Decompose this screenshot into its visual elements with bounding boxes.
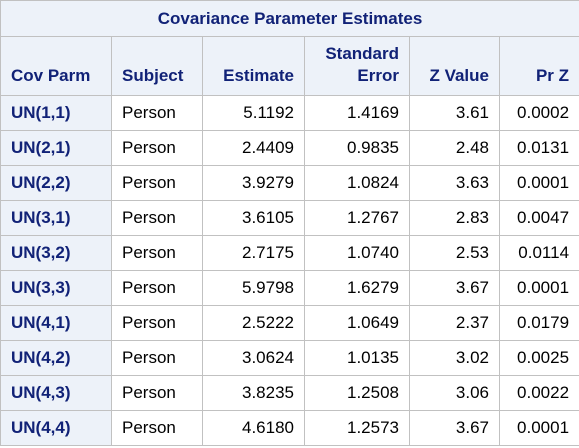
pr-z-cell: 0.0025 (498, 340, 579, 376)
pr-z-cell: 0.0114 (498, 235, 579, 271)
subject-cell: Person (111, 200, 203, 236)
standard-error-cell: 1.0135 (304, 340, 410, 376)
standard-error-cell: 1.4169 (304, 95, 410, 131)
estimate-cell: 2.7175 (202, 235, 305, 271)
standard-error-cell: 0.9835 (304, 130, 410, 166)
cov-parm-cell: UN(3,1) (0, 200, 112, 236)
z-value-cell: 3.63 (409, 165, 500, 201)
table-row: UN(4,3) Person 3.8235 1.2508 3.06 0.0022 (0, 375, 579, 411)
z-value-cell: 3.67 (409, 270, 500, 306)
column-header-subject: Subject (111, 36, 203, 96)
estimate-cell: 4.6180 (202, 410, 305, 446)
cov-parm-cell: UN(2,1) (0, 130, 112, 166)
column-header-z-value: Z Value (409, 36, 500, 96)
estimate-cell: 3.8235 (202, 375, 305, 411)
table-row: UN(1,1) Person 5.1192 1.4169 3.61 0.0002 (0, 95, 579, 131)
standard-error-cell: 1.0649 (304, 305, 410, 341)
column-header-standard-error: Standard Error (304, 36, 410, 96)
estimate-cell: 3.9279 (202, 165, 305, 201)
table-body: UN(1,1) Person 5.1192 1.4169 3.61 0.0002… (0, 95, 579, 446)
pr-z-cell: 0.0131 (498, 130, 579, 166)
table-title: Covariance Parameter Estimates (0, 0, 579, 37)
subject-cell: Person (111, 95, 203, 131)
z-value-cell: 3.61 (409, 95, 500, 131)
subject-cell: Person (111, 410, 203, 446)
table-row: UN(3,2) Person 2.7175 1.0740 2.53 0.0114 (0, 235, 579, 271)
subject-cell: Person (111, 305, 203, 341)
subject-cell: Person (111, 375, 203, 411)
cov-parm-cell: UN(4,3) (0, 375, 112, 411)
column-header-standard-error-line1: Standard (325, 44, 399, 63)
estimate-cell: 5.1192 (202, 95, 305, 131)
estimate-cell: 2.4409 (202, 130, 305, 166)
column-header-pr-z: Pr Z (498, 36, 579, 96)
estimate-cell: 3.6105 (202, 200, 305, 236)
subject-cell: Person (111, 165, 203, 201)
subject-cell: Person (111, 340, 203, 376)
z-value-cell: 3.06 (409, 375, 500, 411)
subject-cell: Person (111, 235, 203, 271)
cov-parm-cell: UN(2,2) (0, 165, 112, 201)
table-row: UN(2,2) Person 3.9279 1.0824 3.63 0.0001 (0, 165, 579, 201)
cov-parm-cell: UN(4,1) (0, 305, 112, 341)
column-header-estimate: Estimate (202, 36, 305, 96)
pr-z-cell: 0.0022 (498, 375, 579, 411)
z-value-cell: 2.53 (409, 235, 500, 271)
pr-z-cell: 0.0002 (498, 95, 579, 131)
table-row: UN(4,2) Person 3.0624 1.0135 3.02 0.0025 (0, 340, 579, 376)
pr-z-cell: 0.0001 (498, 270, 579, 306)
cov-parm-cell: UN(3,2) (0, 235, 112, 271)
estimate-cell: 5.9798 (202, 270, 305, 306)
cov-parm-cell: UN(4,4) (0, 410, 112, 446)
subject-cell: Person (111, 130, 203, 166)
pr-z-cell: 0.0179 (498, 305, 579, 341)
z-value-cell: 3.02 (409, 340, 500, 376)
z-value-cell: 2.37 (409, 305, 500, 341)
standard-error-cell: 1.6279 (304, 270, 410, 306)
pr-z-cell: 0.0047 (498, 200, 579, 236)
estimate-cell: 3.0624 (202, 340, 305, 376)
table-row: UN(4,4) Person 4.6180 1.2573 3.67 0.0001 (0, 410, 579, 446)
cov-parm-cell: UN(1,1) (0, 95, 112, 131)
subject-cell: Person (111, 270, 203, 306)
standard-error-cell: 1.2508 (304, 375, 410, 411)
standard-error-cell: 1.2573 (304, 410, 410, 446)
column-header-standard-error-line2: Error (357, 66, 399, 85)
standard-error-cell: 1.2767 (304, 200, 410, 236)
z-value-cell: 2.83 (409, 200, 500, 236)
cov-parm-cell: UN(3,3) (0, 270, 112, 306)
table-row: UN(3,3) Person 5.9798 1.6279 3.67 0.0001 (0, 270, 579, 306)
standard-error-cell: 1.0824 (304, 165, 410, 201)
pr-z-cell: 0.0001 (498, 165, 579, 201)
z-value-cell: 3.67 (409, 410, 500, 446)
standard-error-cell: 1.0740 (304, 235, 410, 271)
table-row: UN(2,1) Person 2.4409 0.9835 2.48 0.0131 (0, 130, 579, 166)
pr-z-cell: 0.0001 (498, 410, 579, 446)
table-row: UN(3,1) Person 3.6105 1.2767 2.83 0.0047 (0, 200, 579, 236)
column-header-cov-parm: Cov Parm (0, 36, 112, 96)
estimate-cell: 2.5222 (202, 305, 305, 341)
table-row: UN(4,1) Person 2.5222 1.0649 2.37 0.0179 (0, 305, 579, 341)
z-value-cell: 2.48 (409, 130, 500, 166)
cov-parm-cell: UN(4,2) (0, 340, 112, 376)
